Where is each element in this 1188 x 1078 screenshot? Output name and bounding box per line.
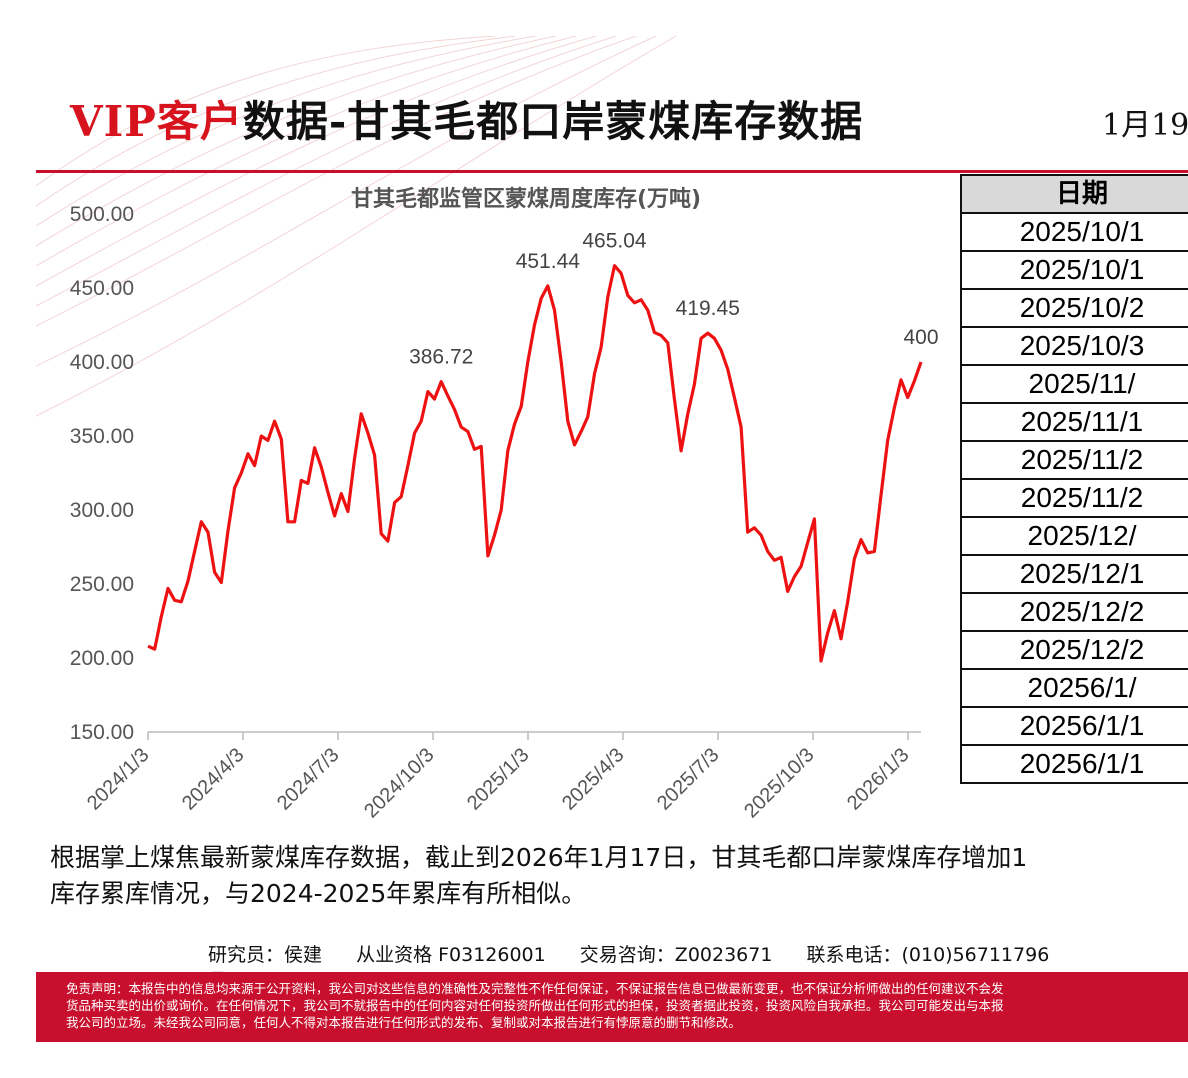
y-tick-label: 150.00 bbox=[70, 721, 134, 744]
table-row: 20256/1/1 bbox=[962, 708, 1188, 746]
contact-info: 研究员：侯建 从业资格 F03126001 交易咨询：Z0023671 联系电话… bbox=[208, 940, 1077, 967]
x-tick-label: 2025/7/3 bbox=[653, 744, 724, 815]
table-row: 2025/11/2 bbox=[962, 442, 1188, 480]
table-row: 20256/1/1 bbox=[1019, 748, 1145, 779]
summary-line-2: 库存累库情况，与2024-2025年累库有所相似。 bbox=[50, 879, 587, 908]
date-table: 日期 2025/10/1 2025/10/1 2025/10/2 2025/10/3 2… bbox=[960, 174, 1188, 784]
disclaimer-line-1: 免责声明：本报告中的信息均来源于公开资料，我公司对这些信息的准确性及完整性不作任… bbox=[66, 981, 1004, 996]
y-tick-label: 500.00 bbox=[70, 203, 134, 226]
table-row: 2025/11/ bbox=[962, 366, 1188, 404]
x-tick-label: 2025/4/3 bbox=[558, 744, 629, 815]
chart-title: 甘其毛都监管区蒙煤周度库存(万吨) bbox=[351, 186, 701, 212]
table-header: 日期 bbox=[962, 176, 1188, 214]
summary-line-1: 根据掌上煤焦最新蒙煤库存数据，截止到2026年1月17日，甘其毛都口岸蒙煤库存增… bbox=[50, 843, 1028, 872]
table-row: 2025/12/1 bbox=[962, 556, 1188, 594]
data-label: 386.72 bbox=[409, 346, 473, 369]
table-row: 2025/12/2 bbox=[962, 632, 1188, 670]
table-row: 2025/12/ bbox=[962, 518, 1188, 556]
x-tick-label: 2024/7/3 bbox=[273, 744, 344, 815]
x-tick-label: 2025/10/3 bbox=[740, 744, 818, 822]
table-row: 20256/1/ bbox=[962, 670, 1188, 708]
disclaimer-line-2: 货品种买卖的出价或询价。在任何情况下，我公司不就报告中的任何内容对任何投资所做出… bbox=[66, 998, 1004, 1013]
data-label: 465.04 bbox=[582, 230, 647, 253]
x-tick-label: 2024/10/3 bbox=[360, 744, 438, 822]
decorative-waves bbox=[36, 36, 677, 417]
data-label: 400 bbox=[903, 326, 938, 349]
y-tick-label: 350.00 bbox=[70, 425, 134, 448]
series-line bbox=[147, 264, 923, 663]
title-divider bbox=[36, 170, 1188, 173]
summary-text: 根据掌上煤焦最新蒙煤库存数据，截止到2026年1月17日，甘其毛都口岸蒙煤库存增… bbox=[50, 840, 1188, 912]
series-group bbox=[147, 264, 923, 663]
trade-consult: 交易咨询：Z0023671 bbox=[579, 944, 773, 966]
y-axis: 500.00 450.00 400.00 350.00 300.00 250.00 200.… bbox=[70, 203, 134, 744]
x-tick-label: 2024/1/3 bbox=[83, 744, 154, 815]
table-row: 2025/10/1 bbox=[962, 214, 1188, 252]
slide: VIP客户数据-甘其毛都口岸蒙煤库存数据 1月19 甘其毛都监管区蒙煤周度库存(… bbox=[36, 36, 1188, 1042]
x-tick-label: 2024/4/3 bbox=[178, 744, 249, 815]
qualification: 从业资格 F03126001 bbox=[356, 944, 546, 966]
y-tick-label: 300.00 bbox=[70, 499, 134, 522]
inventory-line-chart: 甘其毛都监管区蒙煤周度库存(万吨) 500.00 450.00 400.00 350.… bbox=[70, 186, 939, 822]
y-tick-label: 450.00 bbox=[70, 277, 134, 300]
x-tick-label: 2025/1/3 bbox=[463, 744, 534, 815]
data-label: 451.44 bbox=[516, 250, 581, 273]
title-date: 1月19 bbox=[1102, 108, 1188, 143]
phone: 联系电话：(010)56711796 bbox=[806, 944, 1050, 966]
table-row: 2025/11/1 bbox=[962, 404, 1188, 442]
table-row: 2025/10/3 bbox=[962, 328, 1188, 366]
y-tick-label: 400.00 bbox=[70, 351, 134, 374]
disclaimer-line-3: 我公司的立场。未经我公司同意，任何人不得对本报告进行任何形式的发布、复制或对本报… bbox=[66, 1015, 742, 1030]
page-title: VIP客户数据-甘其毛都口岸蒙煤库存数据 bbox=[70, 88, 863, 149]
data-label: 419.45 bbox=[676, 297, 740, 320]
x-tick-label: 2026/1/3 bbox=[843, 744, 914, 815]
y-tick-label: 250.00 bbox=[70, 573, 134, 596]
y-tick-label: 200.00 bbox=[70, 647, 134, 670]
vip-label: VIP客户 bbox=[70, 97, 243, 146]
table-row: 2025/10/2 bbox=[962, 290, 1188, 328]
title-text: 数据-甘其毛都口岸蒙煤库存数据 bbox=[242, 97, 864, 146]
x-axis: 2024/1/3 2024/4/3 2024/7/3 2024/10/3 2025/1/… bbox=[83, 731, 921, 822]
table-row: 2025/12/2 bbox=[962, 594, 1188, 632]
table-row: 2025/10/1 bbox=[962, 252, 1188, 290]
table-row: 2025/11/2 bbox=[962, 480, 1188, 518]
disclaimer: 免责声明：本报告中的信息均来源于公开资料，我公司对这些信息的准确性及完整性不作任… bbox=[36, 972, 1188, 1042]
researcher: 研究员：侯建 bbox=[208, 944, 323, 966]
